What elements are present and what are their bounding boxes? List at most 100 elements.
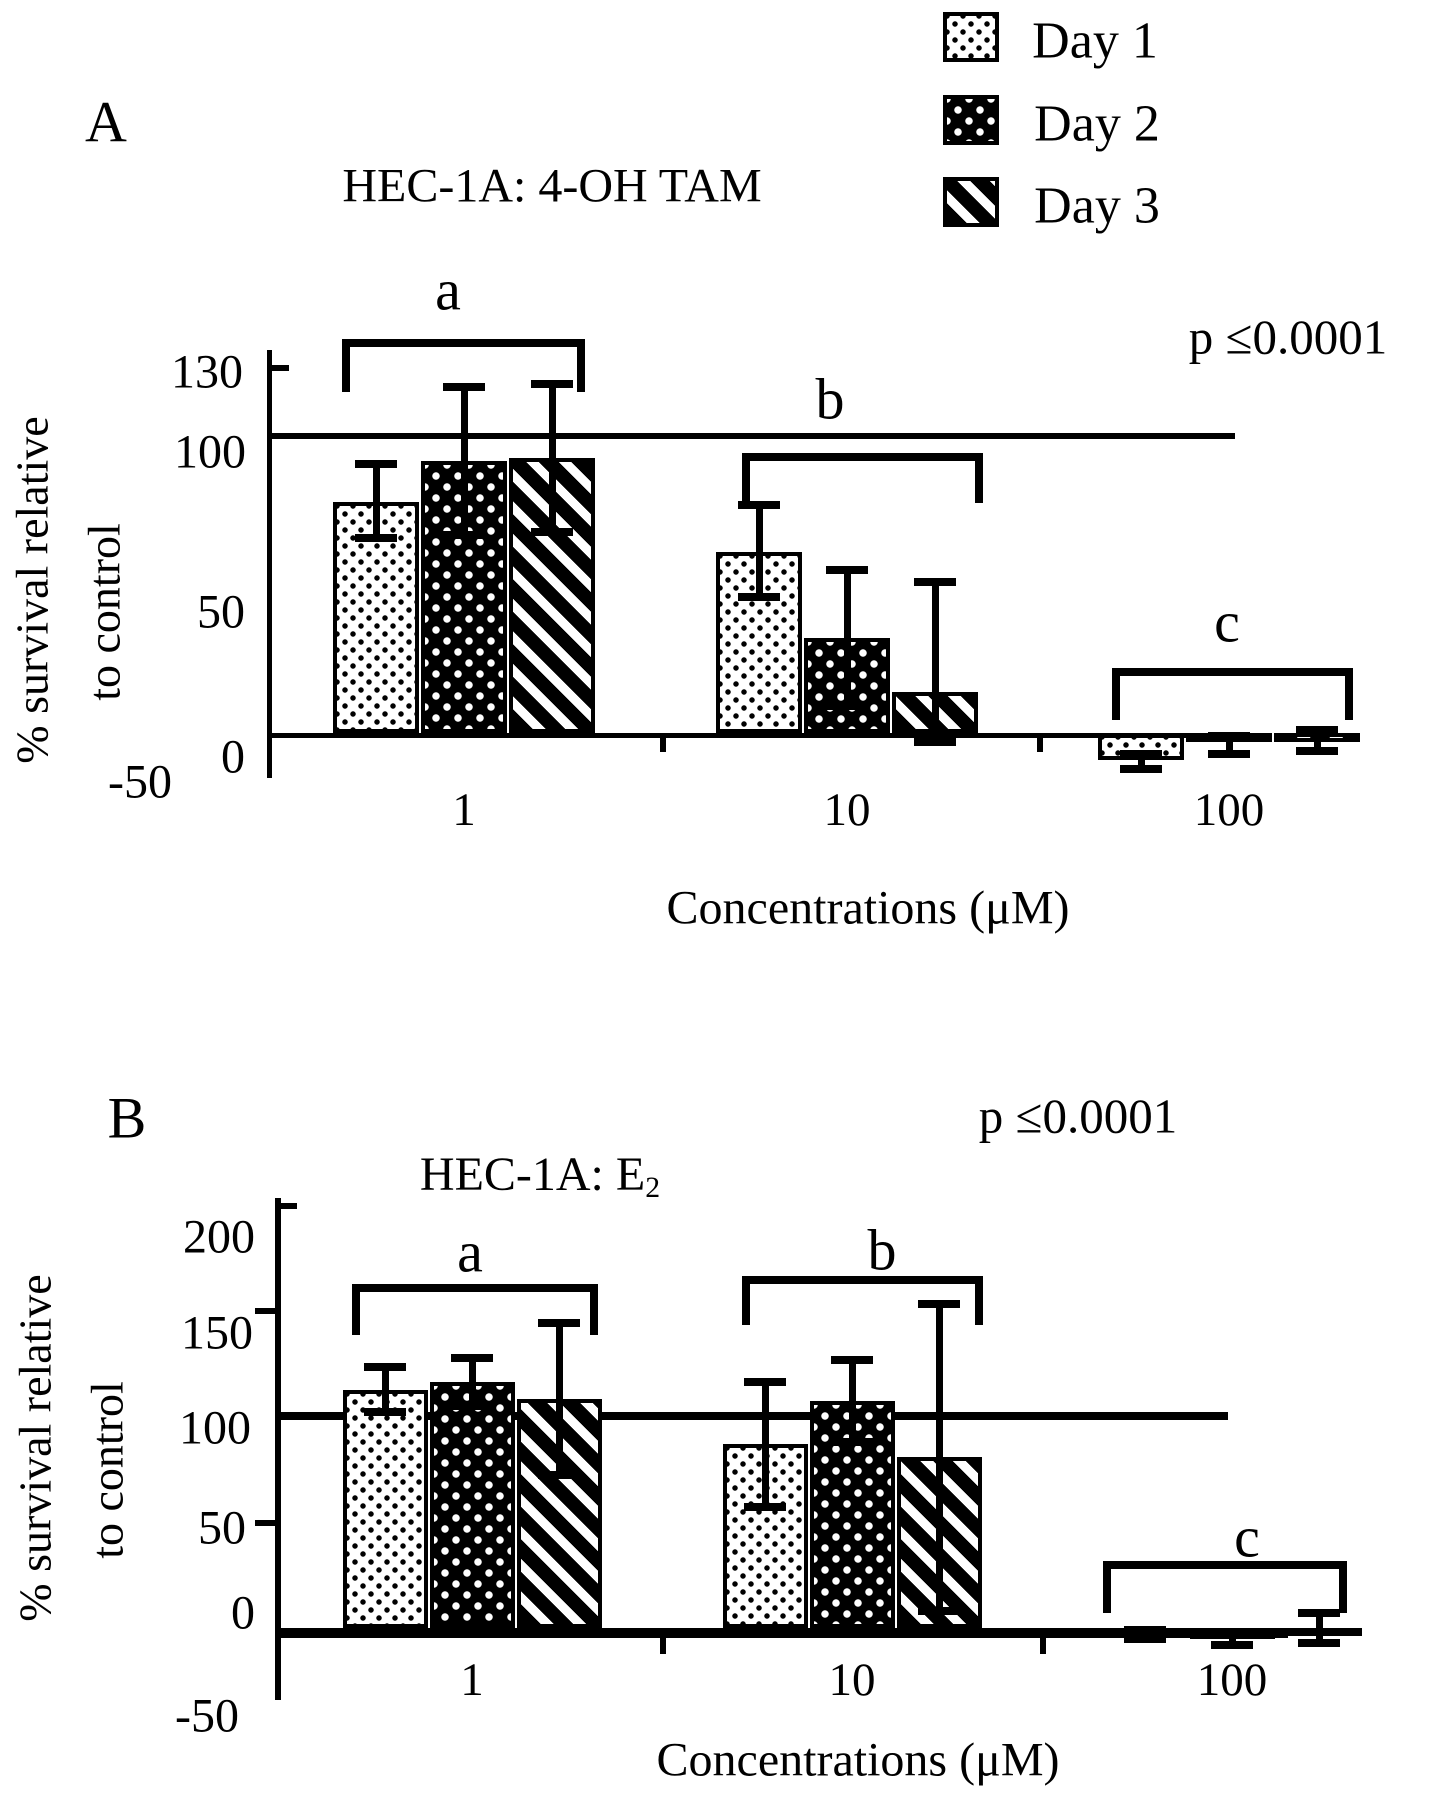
x-axis-tick — [660, 1638, 666, 1654]
error-bar — [755, 505, 763, 597]
error-bar-cap-top — [1298, 1608, 1340, 1617]
sig-bracket-post-left — [742, 453, 750, 503]
error-bar-cap-bottom — [531, 527, 573, 536]
y-tick-label: 50 — [197, 585, 245, 639]
x-tick-label: 10 — [828, 1654, 876, 1706]
error-bar-cap-top — [738, 501, 780, 510]
error-bar — [1225, 735, 1233, 754]
bar-day3-1uM — [509, 457, 595, 733]
sig-bracket-post-right — [975, 453, 983, 503]
error-bar-cap-bottom — [738, 592, 780, 601]
sig-bracket-post-right — [590, 1284, 598, 1335]
legend-label-day2: Day 2 — [1034, 95, 1160, 153]
y-tick-label: 200 — [183, 1210, 255, 1264]
panel-a-y-axis-label-line2: to control — [78, 523, 130, 701]
error-bar — [931, 582, 939, 742]
error-bar-cap-top — [826, 566, 868, 575]
legend-swatch-day3-icon — [943, 177, 999, 227]
y-tick-label: 0 — [221, 730, 245, 784]
y-tick-label: -50 — [175, 1689, 239, 1743]
panel-b-x-axis-title: Concentrations (μM) — [656, 1733, 1060, 1787]
legend-swatch-day2-icon — [943, 95, 999, 145]
error-bar-cap-top — [538, 1319, 580, 1328]
sig-bracket-post-left — [342, 339, 350, 392]
error-bar-cap-bottom — [1211, 1641, 1253, 1650]
error-bar-cap-bottom — [918, 1606, 960, 1615]
x-axis-baseline — [267, 733, 1272, 738]
sig-bracket-post-left — [742, 1276, 750, 1325]
x-axis-tick — [1040, 1638, 1046, 1654]
x-tick-label: 100 — [1196, 1654, 1268, 1706]
panel-b-p-value: p ≤0.0001 — [978, 1088, 1178, 1144]
y-axis — [267, 350, 272, 778]
error-bar-cap-bottom — [355, 533, 397, 542]
y-tick-label: 100 — [179, 1401, 251, 1455]
error-bar-cap-top — [744, 1377, 786, 1386]
x-tick-label: 1 — [452, 784, 476, 836]
y-axis — [275, 1198, 281, 1700]
error-bar-cap-bottom — [443, 530, 485, 539]
x-tick-label: 10 — [823, 784, 871, 836]
y-tick-label: 100 — [174, 425, 246, 479]
sig-bracket-post-right — [577, 339, 585, 392]
sig-bracket-label: c — [1234, 1504, 1260, 1570]
error-bar — [1141, 1630, 1149, 1639]
bar-day1-1uM — [333, 502, 419, 733]
x-tick-label: 100 — [1193, 784, 1265, 836]
panel-b-title: HEC-1A: E2 — [420, 1147, 660, 1205]
sig-bracket-top — [1112, 668, 1353, 676]
error-bar — [468, 1358, 476, 1406]
error-bar-cap-bottom — [826, 702, 868, 711]
error-bar — [548, 383, 556, 532]
sig-bracket-label: c — [1214, 589, 1240, 655]
x-axis-tick — [1037, 738, 1043, 752]
error-bar — [1313, 730, 1321, 751]
sig-bracket-post-right — [1339, 1561, 1347, 1613]
error-bar-cap-bottom — [744, 1503, 786, 1512]
error-bar-cap-top — [451, 1354, 493, 1362]
sig-bracket-top — [742, 1276, 983, 1284]
y-axis-tick — [275, 1203, 297, 1209]
error-bar-cap-bottom — [1296, 746, 1338, 755]
sig-bracket-top — [342, 339, 585, 347]
error-bar — [935, 1304, 943, 1611]
sig-bracket-label: a — [435, 257, 461, 323]
error-bar-cap-bottom — [538, 1470, 580, 1479]
sig-bracket-label: b — [815, 366, 845, 432]
panel-a-p-value: p ≤0.0001 — [1188, 309, 1388, 365]
legend-swatch-day1-icon — [943, 12, 999, 62]
y-tick-label: 50 — [198, 1501, 246, 1555]
error-bar — [1137, 753, 1145, 769]
sig-bracket-post-left — [352, 1284, 360, 1335]
sig-bracket-top — [742, 453, 983, 461]
error-bar — [1315, 1612, 1323, 1644]
panel-a-y-axis-label-line1: % survival relative — [6, 416, 58, 764]
panel-a-x-axis-title: Concentrations (μM) — [666, 881, 1070, 935]
error-bar-cap-bottom — [914, 737, 956, 746]
reference-line-100 — [275, 1412, 1228, 1420]
panel-b-title-subscript: 2 — [645, 1171, 661, 1205]
error-bar — [555, 1323, 563, 1475]
error-bar — [848, 1360, 856, 1443]
sig-bracket-label: a — [457, 1219, 483, 1285]
error-bar-cap-bottom — [1120, 764, 1162, 773]
error-bar — [372, 463, 380, 538]
sig-bracket-post-left — [1112, 668, 1120, 720]
sig-bracket-post-right — [975, 1276, 983, 1325]
y-tick-label: 130 — [171, 345, 243, 399]
y-axis-tick — [255, 1520, 277, 1526]
reference-line-100 — [267, 433, 1235, 439]
error-bar-cap-bottom — [451, 1401, 493, 1410]
panel-a-title: HEC-1A: 4-OH TAM — [342, 159, 762, 213]
x-axis-tick — [660, 738, 666, 752]
panel-b-letter: B — [107, 1085, 147, 1151]
error-bar-cap-bottom — [1124, 1634, 1166, 1643]
sig-bracket-post-right — [1345, 668, 1353, 720]
error-bar-cap-top — [1211, 1628, 1253, 1637]
error-bar-cap-bottom — [1298, 1639, 1340, 1648]
legend-label-day3: Day 3 — [1034, 177, 1160, 235]
x-axis-baseline — [275, 1628, 1288, 1638]
bar-day2-1uM — [429, 1381, 515, 1628]
error-bar-cap-top — [531, 379, 573, 388]
